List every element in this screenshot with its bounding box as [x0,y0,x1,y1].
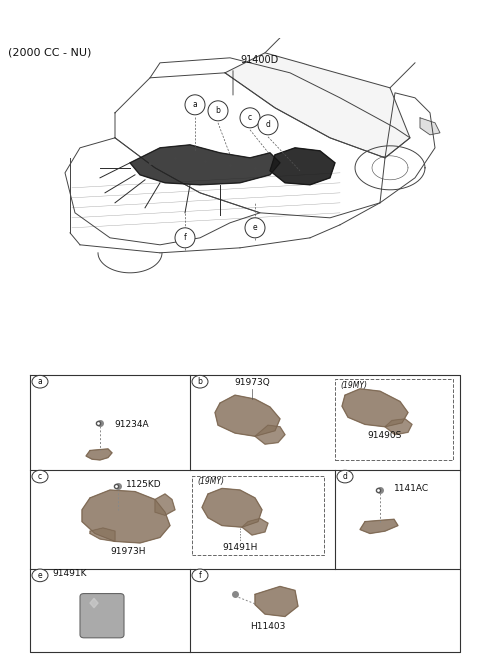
Circle shape [192,375,208,388]
Text: 91491H: 91491H [222,543,258,552]
Circle shape [245,218,265,238]
Text: 91490S: 91490S [368,431,402,440]
Polygon shape [82,490,170,543]
Polygon shape [342,389,408,427]
Polygon shape [255,425,285,444]
Text: e: e [38,571,42,580]
Circle shape [337,470,353,483]
Circle shape [240,108,260,128]
Circle shape [208,101,228,121]
Polygon shape [242,518,268,535]
Text: c: c [248,113,252,122]
Polygon shape [385,419,412,435]
Text: 91400D: 91400D [240,55,278,65]
Text: a: a [192,100,197,110]
Circle shape [32,569,48,582]
Circle shape [32,470,48,483]
Polygon shape [86,449,112,460]
Circle shape [32,375,48,388]
Polygon shape [215,395,280,436]
Text: 91973Q: 91973Q [234,379,270,387]
Text: f: f [184,234,186,242]
Text: 1125KD: 1125KD [126,480,162,489]
Text: 91234A: 91234A [114,420,149,429]
Polygon shape [255,586,298,617]
Bar [335,379,453,460]
Text: f: f [199,571,202,580]
Bar [192,476,324,555]
Text: 1141AC: 1141AC [394,484,429,493]
Circle shape [258,115,278,135]
Circle shape [192,569,208,582]
Text: d: d [343,472,348,481]
Text: d: d [265,120,270,129]
Text: 91973H: 91973H [110,547,146,556]
Polygon shape [270,148,335,185]
Text: (19MY): (19MY) [340,381,367,390]
Text: (19MY): (19MY) [197,478,224,486]
Polygon shape [155,494,175,516]
Text: 91491K: 91491K [52,569,86,577]
Text: e: e [252,223,257,232]
Polygon shape [420,118,440,135]
Text: b: b [198,377,203,386]
FancyBboxPatch shape [80,594,124,638]
Polygon shape [130,145,280,185]
Circle shape [185,95,205,115]
Text: a: a [37,377,42,386]
Text: (2000 CC - NU): (2000 CC - NU) [8,48,91,58]
Text: H11403: H11403 [250,622,286,631]
Polygon shape [360,520,398,533]
Text: b: b [216,106,220,115]
Polygon shape [202,489,262,527]
Polygon shape [90,598,98,607]
Polygon shape [225,53,410,158]
Text: c: c [38,472,42,481]
Polygon shape [90,528,115,541]
Circle shape [175,228,195,248]
